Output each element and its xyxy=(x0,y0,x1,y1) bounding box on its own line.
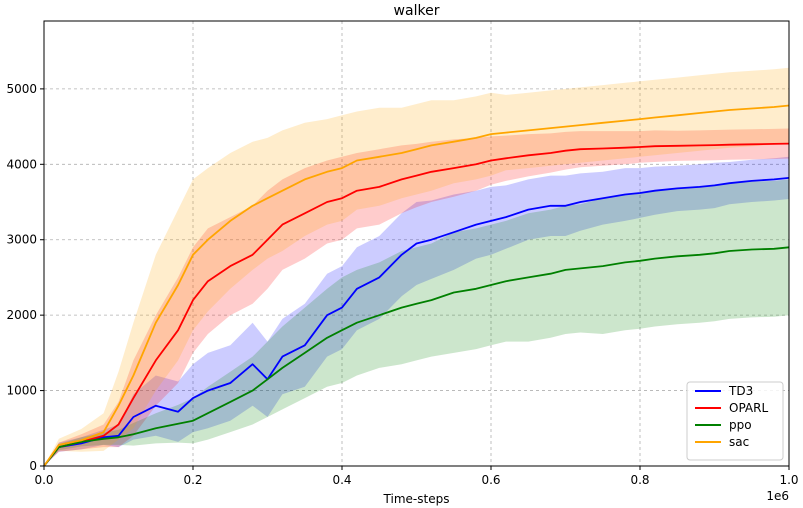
legend: TD3 OPARL ppo sac xyxy=(686,381,784,461)
x-tick-label: 0.8 xyxy=(630,473,649,487)
x-axis-ticks: 0.0 0.2 0.4 0.6 0.8 1.0 xyxy=(34,466,799,487)
legend-label-td3: TD3 xyxy=(728,384,753,398)
axes-frame xyxy=(43,20,790,467)
y-axis-ticks: 0 1000 2000 3000 4000 5000 xyxy=(6,82,44,473)
y-tick-label: 0 xyxy=(29,459,37,473)
y-tick-label: 5000 xyxy=(6,82,37,96)
x-tick-label: 0.2 xyxy=(183,473,202,487)
x-tick-label: 0.0 xyxy=(34,473,53,487)
band-oparl xyxy=(44,128,789,466)
series-lines xyxy=(43,104,790,467)
legend-label-oparl: OPARL xyxy=(729,401,768,415)
band-sac xyxy=(44,67,789,467)
line-ppo xyxy=(43,246,790,467)
line-oparl xyxy=(43,142,790,467)
confidence-bands xyxy=(44,67,789,467)
line-td3 xyxy=(43,177,790,467)
plot-frame xyxy=(43,20,790,467)
band-ppo xyxy=(44,179,789,466)
x-axis-scale-label: 1e6 xyxy=(766,489,789,503)
x-tick-label: 0.4 xyxy=(332,473,351,487)
y-tick-label: 1000 xyxy=(6,384,37,398)
y-tick-label: 2000 xyxy=(6,308,37,322)
x-axis-label: Time-steps xyxy=(383,492,450,506)
legend-box xyxy=(686,381,784,461)
x-tick-label: 0.6 xyxy=(481,473,500,487)
chart-title: walker xyxy=(394,3,440,19)
y-tick-label: 3000 xyxy=(6,233,37,247)
y-tick-label: 4000 xyxy=(6,157,37,171)
x-tick-label: 1.0 xyxy=(779,473,798,487)
legend-label-ppo: ppo xyxy=(729,418,752,432)
line-sac xyxy=(43,104,790,467)
band-td3 xyxy=(44,156,789,467)
legend-label-sac: sac xyxy=(729,435,749,449)
